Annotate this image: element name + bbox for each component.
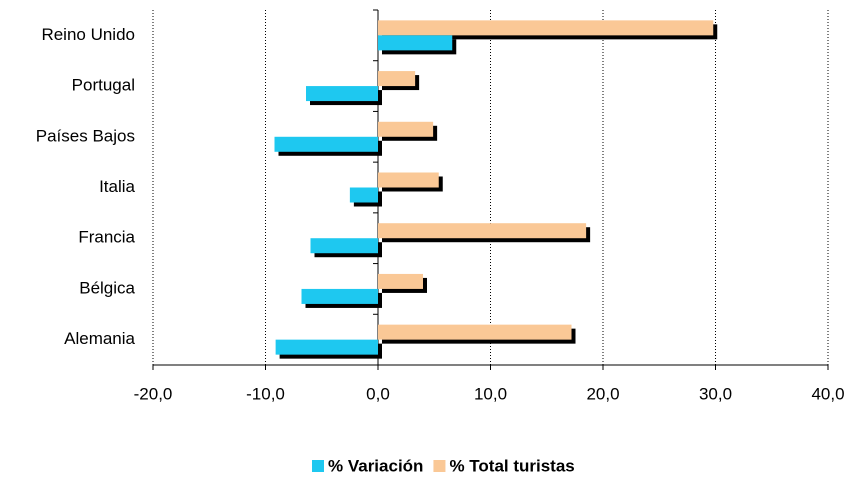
- legend-swatch: [312, 460, 324, 472]
- bar: [349, 187, 378, 203]
- y-tick-label: Países Bajos: [36, 126, 135, 145]
- x-tick-label: 40,0: [811, 384, 844, 403]
- y-tick-label: Alemania: [64, 329, 135, 348]
- bar: [378, 20, 714, 36]
- legend-label: % Variación: [328, 456, 423, 475]
- bar: [378, 121, 434, 137]
- x-tick-label: 10,0: [474, 384, 507, 403]
- bar: [378, 223, 587, 239]
- y-tick-label: Bélgica: [79, 278, 135, 297]
- y-tick-label: Reino Unido: [41, 25, 135, 44]
- bar: [378, 324, 572, 340]
- x-tick-label: -20,0: [134, 384, 173, 403]
- bar: [378, 172, 439, 188]
- legend-label: % Total turistas: [449, 456, 574, 475]
- legend-swatch: [433, 460, 446, 472]
- bar: [275, 339, 378, 355]
- bar: [378, 273, 423, 289]
- bar: [378, 71, 416, 87]
- y-tick-label: Italia: [99, 177, 135, 196]
- y-tick-label: Francia: [78, 228, 135, 247]
- bar: [301, 288, 378, 304]
- bar: [310, 238, 378, 254]
- bar: [306, 86, 378, 102]
- x-tick-label: 20,0: [586, 384, 619, 403]
- x-tick-label: -10,0: [246, 384, 285, 403]
- bar: [274, 136, 378, 152]
- x-tick-label: 30,0: [699, 384, 732, 403]
- bar: [378, 35, 453, 51]
- x-tick-label: 0,0: [366, 384, 390, 403]
- y-tick-label: Portugal: [72, 76, 135, 95]
